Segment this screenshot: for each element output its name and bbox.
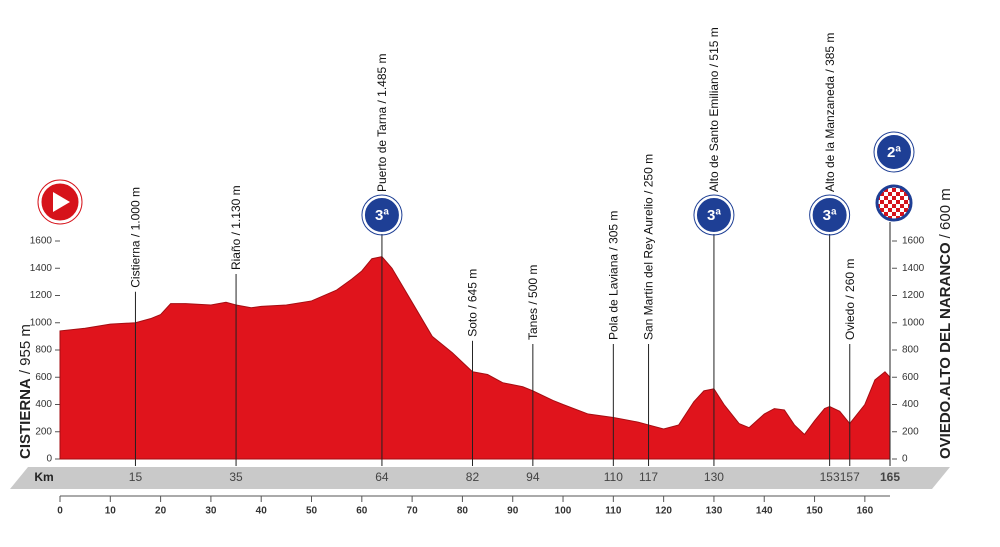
x-tick-label: 60 (356, 506, 368, 517)
km-label: 15 (129, 470, 143, 484)
x-tick-label: 150 (806, 506, 823, 517)
checkpoint-label: Pola de Laviana / 305 m (607, 211, 621, 340)
y2-tick-label: 1000 (902, 317, 925, 328)
y2-tick-label: 200 (902, 426, 919, 437)
checkpoint-label: Puerto de Tarna / 1.485 m (375, 53, 389, 192)
category-badge-ring (361, 194, 403, 236)
x-tick-label: 70 (407, 506, 419, 517)
y2-tick-label: 1200 (902, 290, 925, 301)
category-badge-ring (693, 194, 735, 236)
y-tick-label: 800 (35, 345, 52, 356)
y-tick-label: 1200 (30, 290, 53, 301)
category-label: 3ª (707, 207, 721, 224)
category-badge (875, 133, 913, 171)
category-badge-ring (873, 131, 915, 173)
finish-km-label: 165 (880, 470, 900, 484)
x-tick-label: 100 (555, 506, 572, 517)
checkpoint-label: Soto / 645 m (466, 269, 480, 337)
x-tick-label: 130 (706, 506, 723, 517)
category-badge (694, 196, 733, 234)
checkpoint-label: Alto de la Manzaneda / 385 m (823, 33, 837, 192)
km-label: 82 (466, 470, 480, 484)
y-tick-label: 1400 (30, 263, 53, 274)
x-tick-label: 10 (105, 506, 117, 517)
start-elevation: / 955 m (17, 324, 34, 374)
x-tick-label: 140 (756, 506, 773, 517)
x-tick-label: 120 (655, 506, 672, 517)
start-name: CISTIERNA (17, 378, 34, 459)
km-label: 64 (375, 470, 389, 484)
km-label: 117 (639, 470, 658, 484)
km-label: 94 (526, 470, 540, 484)
x-tick-label: 50 (306, 506, 318, 517)
km-label: 110 (604, 470, 623, 484)
x-tick-label: 20 (155, 506, 167, 517)
finish-label: OVIEDO.ALTO DEL NARANCO / 600 m (937, 188, 954, 459)
y2-tick-label: 600 (902, 372, 919, 383)
x-tick-label: 0 (57, 506, 63, 517)
category-badge-ring (809, 194, 851, 236)
y2-tick-label: 800 (902, 345, 919, 356)
y-tick-label: 1000 (30, 317, 53, 328)
checkpoint-label: Riaño / 1.130 m (229, 185, 243, 270)
y-tick-label: 400 (35, 399, 52, 410)
category-badge (362, 196, 401, 234)
category-badge (810, 196, 849, 234)
category-label: 3ª (823, 207, 837, 224)
checkpoint-label: Tanes / 500 m (526, 265, 540, 340)
finish-elevation: / 600 m (937, 188, 954, 238)
start-badge (37, 179, 83, 225)
checkpoint-label: Alto de Santo Emiliano / 515 m (707, 27, 721, 192)
start-label: CISTIERNA / 955 m (17, 324, 34, 459)
x-tick-label: 80 (457, 506, 469, 517)
km-bar (10, 467, 950, 489)
checkpoint-label: Cistierna / 1.000 m (129, 187, 143, 288)
category-label: 3ª (375, 207, 389, 224)
x-tick-label: 30 (205, 506, 217, 517)
finish-badge (875, 184, 913, 222)
y2-tick-label: 1600 (902, 236, 925, 247)
y2-tick-label: 0 (902, 454, 908, 465)
km-label: 130 (704, 470, 724, 484)
km-unit: Km (34, 470, 53, 484)
x-tick-label: 40 (256, 506, 268, 517)
finish-name: OVIEDO.ALTO DEL NARANCO (937, 242, 954, 459)
km-label: 35 (229, 470, 243, 484)
km-label: 153 (820, 470, 840, 484)
y-tick-label: 1600 (30, 236, 53, 247)
category-label: 2ª (887, 144, 901, 161)
x-tick-label: 90 (507, 506, 519, 517)
y-tick-label: 200 (35, 426, 52, 437)
x-tick-label: 160 (857, 506, 874, 517)
checkpoint-label: Oviedo / 260 m (843, 259, 857, 340)
x-tick-label: 110 (605, 506, 622, 517)
y2-tick-label: 400 (902, 399, 919, 410)
elevation-profile (59, 256, 891, 460)
y2-tick-label: 1400 (902, 263, 925, 274)
y-tick-label: 600 (35, 372, 52, 383)
km-label: 157 (840, 470, 860, 484)
checkpoint-label: San Martín del Rey Aurelio / 250 m (642, 154, 656, 340)
y-tick-label: 0 (46, 454, 52, 465)
